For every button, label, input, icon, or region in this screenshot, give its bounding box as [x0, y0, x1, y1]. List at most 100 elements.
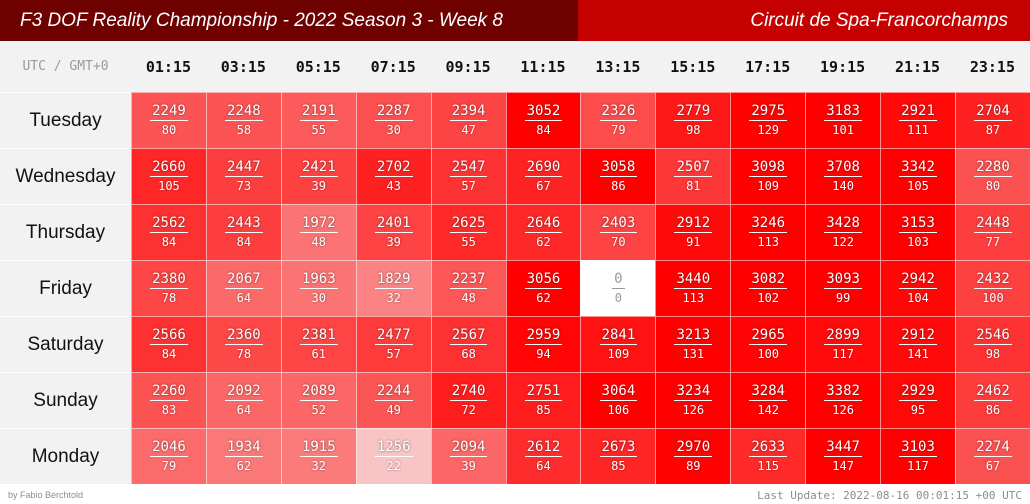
slot-cell[interactable]: 2959 94 — [505, 316, 581, 372]
entry-count: 2046 — [150, 438, 188, 457]
slot-cell[interactable]: 2046 79 — [131, 428, 206, 484]
time-header: 13:15 — [580, 41, 656, 92]
slot-cell[interactable]: 2567 68 — [430, 316, 506, 372]
slot-cell[interactable]: 2448 77 — [954, 204, 1030, 260]
entry-count: 2287 — [374, 102, 413, 121]
slot-cell[interactable]: 2547 57 — [430, 148, 506, 204]
slot-cell[interactable]: 2562 84 — [131, 204, 206, 260]
slot-cell[interactable]: 2612 64 — [505, 428, 581, 484]
slot-cell[interactable]: 2673 85 — [580, 428, 656, 484]
slot-cell[interactable]: 3213 131 — [655, 316, 731, 372]
entry-count: 2067 — [225, 270, 263, 289]
slot-cell[interactable]: 2625 55 — [430, 204, 506, 260]
slot-cell[interactable]: 2237 48 — [430, 260, 506, 316]
slot-cell[interactable]: 2507 81 — [655, 148, 731, 204]
driver-count: 95 — [910, 402, 926, 417]
slot-cell[interactable]: 3183 101 — [805, 92, 881, 148]
driver-count: 94 — [536, 346, 551, 361]
slot-cell[interactable]: 2403 70 — [580, 204, 656, 260]
slot-cell[interactable]: 2899 117 — [805, 316, 881, 372]
slot-cell[interactable]: 2660 105 — [131, 148, 206, 204]
slot-cell[interactable]: 2360 78 — [205, 316, 281, 372]
driver-count: 106 — [607, 402, 630, 417]
driver-count: 129 — [757, 122, 780, 137]
slot-cell[interactable]: 2912 91 — [655, 204, 731, 260]
slot-cell[interactable]: 3153 103 — [880, 204, 955, 260]
slot-cell[interactable]: 3447 147 — [805, 428, 881, 484]
slot-cell[interactable]: 3284 142 — [730, 372, 806, 428]
entry-count: 2625 — [449, 214, 488, 233]
slot-cell[interactable]: 2380 78 — [131, 260, 206, 316]
slot-cell[interactable]: 2401 39 — [355, 204, 431, 260]
slot-cell[interactable]: 2447 73 — [205, 148, 281, 204]
slot-cell[interactable]: 3058 86 — [580, 148, 656, 204]
slot-cell[interactable]: 2326 79 — [580, 92, 656, 148]
driver-count: 62 — [536, 234, 551, 249]
slot-cell[interactable]: 2942 104 — [880, 260, 955, 316]
slot-cell[interactable]: 2740 72 — [430, 372, 506, 428]
slot-cell[interactable]: 2443 84 — [205, 204, 281, 260]
slot-cell[interactable]: 2191 55 — [280, 92, 356, 148]
slot-cell[interactable]: 2975 129 — [730, 92, 806, 148]
slot-cell[interactable]: 2260 83 — [131, 372, 206, 428]
timezone-label: UTC / GMT+0 — [0, 41, 131, 92]
slot-cell[interactable]: 1972 48 — [280, 204, 356, 260]
slot-cell[interactable]: 3708 140 — [805, 148, 881, 204]
slot-cell[interactable]: 3056 62 — [505, 260, 581, 316]
driver-count: 99 — [835, 290, 851, 305]
slot-cell[interactable]: 2704 87 — [954, 92, 1030, 148]
slot-cell[interactable]: 2633 115 — [730, 428, 806, 484]
slot-cell[interactable]: 1829 32 — [355, 260, 431, 316]
slot-cell[interactable]: 2394 47 — [430, 92, 506, 148]
slot-cell[interactable]: 2912 141 — [880, 316, 955, 372]
slot-cell[interactable]: 2248 58 — [205, 92, 281, 148]
entry-count: 3098 — [749, 158, 788, 177]
slot-cell[interactable]: 2432 100 — [954, 260, 1030, 316]
slot-cell[interactable]: 1915 32 — [280, 428, 356, 484]
slot-cell[interactable]: 2089 52 — [280, 372, 356, 428]
slot-cell[interactable]: 1256 22 — [355, 428, 431, 484]
slot-cell[interactable]: 2421 39 — [280, 148, 356, 204]
slot-cell[interactable]: 2841 109 — [580, 316, 656, 372]
slot-cell[interactable]: 2929 95 — [880, 372, 955, 428]
slot-cell[interactable]: 3052 84 — [505, 92, 581, 148]
slot-cell[interactable]: 2779 98 — [655, 92, 731, 148]
slot-cell[interactable]: 3064 106 — [580, 372, 656, 428]
slot-cell[interactable]: 1934 62 — [205, 428, 281, 484]
slot-cell[interactable]: 3382 126 — [805, 372, 881, 428]
slot-cell[interactable]: 3234 126 — [655, 372, 731, 428]
slot-cell[interactable]: 2381 61 — [280, 316, 356, 372]
slot-cell[interactable]: 2462 86 — [954, 372, 1030, 428]
slot-cell[interactable]: 2287 30 — [355, 92, 431, 148]
slot-cell[interactable]: 3098 109 — [730, 148, 806, 204]
entry-count: 3213 — [674, 326, 713, 345]
slot-cell[interactable]: 2067 64 — [205, 260, 281, 316]
slot-cell[interactable]: 2566 84 — [131, 316, 206, 372]
slot-cell[interactable]: 2921 111 — [880, 92, 955, 148]
slot-cell[interactable]: 3342 105 — [880, 148, 955, 204]
slot-cell[interactable]: 2244 49 — [355, 372, 431, 428]
slot-cell[interactable]: 3093 99 — [805, 260, 881, 316]
slot-cell[interactable]: 2970 89 — [655, 428, 731, 484]
slot-cell[interactable]: 2702 43 — [355, 148, 431, 204]
slot-cell[interactable]: 3246 113 — [730, 204, 806, 260]
slot-cell[interactable]: 3082 102 — [730, 260, 806, 316]
slot-cell[interactable]: 2477 57 — [355, 316, 431, 372]
slot-cell[interactable]: 2546 98 — [954, 316, 1030, 372]
slot-cell[interactable]: 2094 39 — [430, 428, 506, 484]
slot-cell[interactable]: 1963 30 — [280, 260, 356, 316]
entry-count: 2260 — [150, 382, 188, 401]
slot-cell[interactable]: 3428 122 — [805, 204, 881, 260]
slot-cell[interactable]: 2280 80 — [954, 148, 1030, 204]
driver-count: 98 — [686, 122, 701, 137]
slot-cell[interactable]: 3440 113 — [655, 260, 731, 316]
slot-cell[interactable]: 2751 85 — [505, 372, 581, 428]
slot-cell[interactable]: 2965 100 — [730, 316, 806, 372]
slot-cell[interactable]: 2092 64 — [205, 372, 281, 428]
slot-cell[interactable]: 2690 67 — [505, 148, 581, 204]
slot-cell[interactable]: 2274 67 — [954, 428, 1030, 484]
slot-cell[interactable]: 3103 117 — [880, 428, 955, 484]
slot-cell[interactable]: 2646 62 — [505, 204, 581, 260]
slot-cell[interactable]: 2249 80 — [131, 92, 206, 148]
